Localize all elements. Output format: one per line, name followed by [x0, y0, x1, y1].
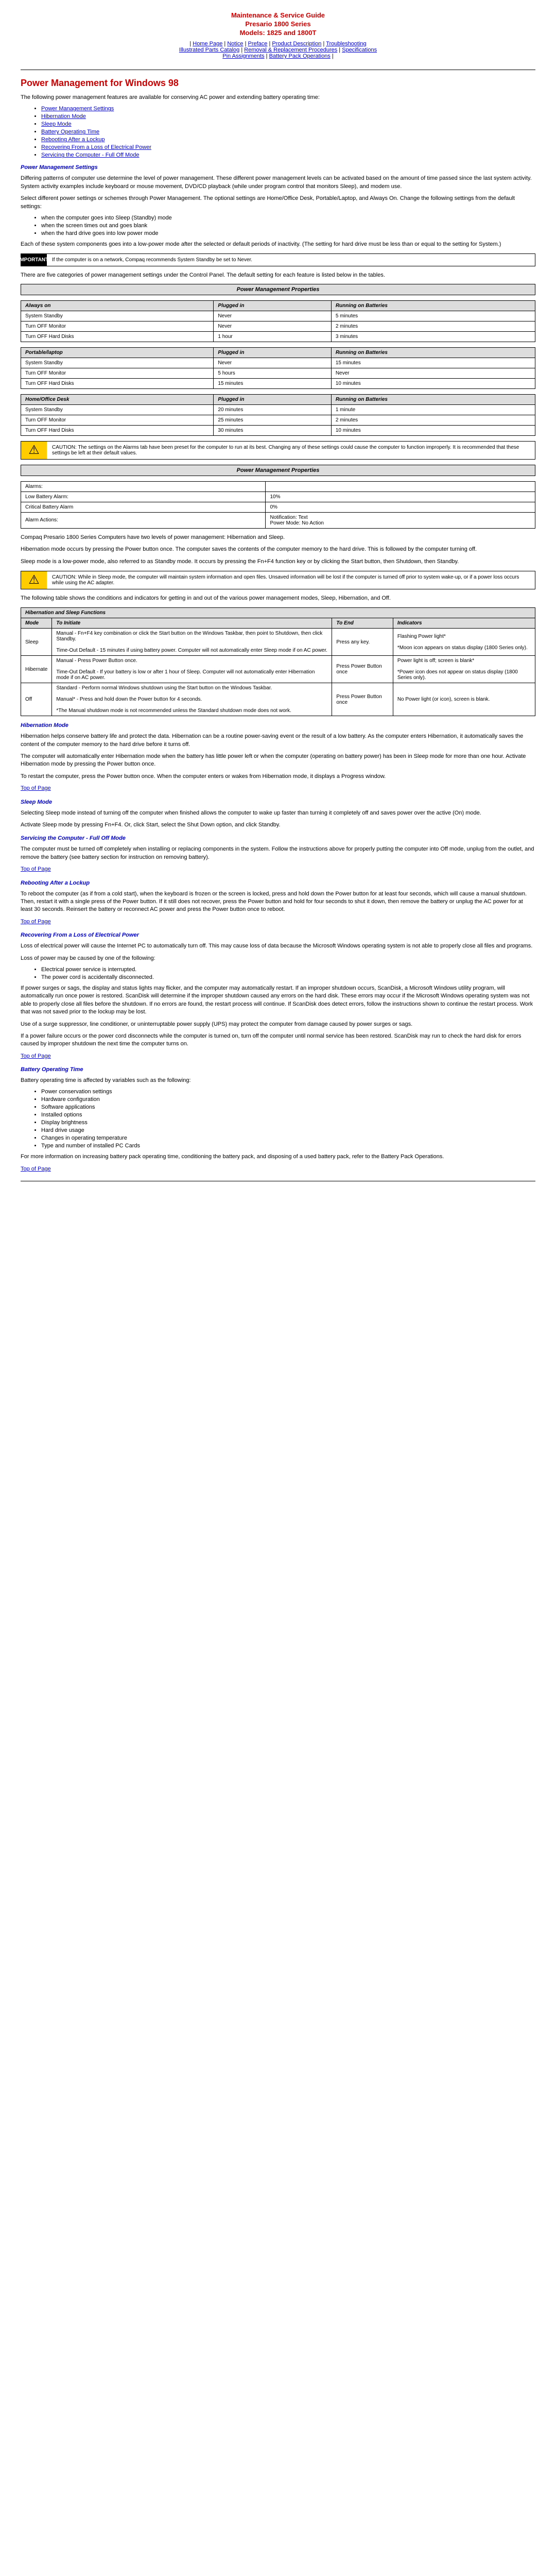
- loss-b1: Electrical power service is interrupted.: [41, 967, 535, 973]
- reboot-heading: Rebooting After a Lockup: [21, 880, 535, 886]
- serv-p1: The computer must be turned off complete…: [21, 845, 535, 861]
- top-link-5[interactable]: Top of Page: [21, 1166, 51, 1172]
- pms-p8: The following table shows the conditions…: [21, 595, 535, 602]
- pms-heading: Power Management Settings: [21, 164, 535, 171]
- top-link-2[interactable]: Top of Page: [21, 866, 51, 872]
- bat-p2: For more information on increasing batte…: [21, 1153, 535, 1161]
- loss-heading: Recovering From a Loss of Electrical Pow…: [21, 932, 535, 938]
- intro-text: The following power management features …: [21, 94, 535, 101]
- pms-p1: Differing patterns of computer use deter…: [21, 175, 535, 191]
- pms-p5: Compaq Presario 1800 Series Computers ha…: [21, 534, 535, 541]
- hib-p2: The computer will automatically enter Hi…: [21, 753, 535, 769]
- nav-pins[interactable]: Pin Assignments: [222, 53, 264, 59]
- pmp-table-3: Home/Office DeskPlugged inRunning on Bat…: [21, 394, 535, 436]
- bat-b8: Type and number of installed PC Cards: [41, 1143, 535, 1149]
- pms-p7: Sleep mode is a low-power mode, also ref…: [21, 558, 535, 566]
- loss-p2: Loss of power may be caused by one of th…: [21, 955, 535, 962]
- serv-heading: Servicing the Computer - Full Off Mode: [21, 835, 535, 841]
- important-text: If the computer is on a network, Compaq …: [47, 254, 535, 266]
- toc-pms[interactable]: Power Management Settings: [41, 106, 114, 112]
- toc-reboot[interactable]: Rebooting After a Lockup: [41, 137, 105, 143]
- caution-box-1: ⚠ CAUTION: The settings on the Alarms ta…: [21, 441, 535, 460]
- nav-parts[interactable]: Illustrated Parts Catalog: [179, 47, 239, 53]
- nav-preface[interactable]: Preface: [248, 41, 268, 47]
- caution-icon: ⚠: [21, 442, 47, 459]
- bat-b6: Hard drive usage: [41, 1127, 535, 1133]
- bat-b5: Display brightness: [41, 1120, 535, 1126]
- page-title: Power Management for Windows 98: [21, 78, 535, 89]
- pms-p2: Select different power settings or schem…: [21, 195, 535, 211]
- hib-heading: Hibernation Mode: [21, 722, 535, 728]
- loss-p3: If power surges or sags, the display and…: [21, 985, 535, 1016]
- top-link-3[interactable]: Top of Page: [21, 919, 51, 925]
- caution-text-2: CAUTION: While in Sleep mode, the comput…: [47, 571, 535, 589]
- nav-battery[interactable]: Battery Pack Operations: [269, 53, 331, 59]
- loss-b2: The power cord is accidentally disconnec…: [41, 974, 535, 980]
- loss-p1: Loss of electrical power will cause the …: [21, 942, 535, 950]
- nav-notice[interactable]: Notice: [227, 41, 243, 47]
- toc-loss[interactable]: Recovering From a Loss of Electrical Pow…: [41, 144, 151, 150]
- toc-serv[interactable]: Servicing the Computer - Full Off Mode: [41, 152, 140, 158]
- header-title-2: Presario 1800 Series: [21, 20, 535, 28]
- hib-sleep-table: Hibernation and Sleep Functions ModeTo I…: [21, 607, 535, 716]
- alarms-table: Alarms: Low Battery Alarm:10% Critical B…: [21, 481, 535, 529]
- sleep-p1: Selecting Sleep mode instead of turning …: [21, 809, 535, 817]
- pmp-table-1: Always onPlugged inRunning on Batteries …: [21, 300, 535, 342]
- nav-home[interactable]: Home Page: [193, 41, 222, 47]
- pmp-table-2: Portable/laptopPlugged inRunning on Batt…: [21, 347, 535, 389]
- nav-trouble[interactable]: Troubleshooting: [326, 41, 366, 47]
- reboot-p1: To reboot the computer (as if from a col…: [21, 890, 535, 914]
- toc-bat[interactable]: Battery Operating Time: [41, 129, 99, 135]
- pmp-title: Power Management Properties: [21, 284, 535, 295]
- pms-p3: Each of these system components goes int…: [21, 241, 535, 248]
- bat-b1: Power conservation settings: [41, 1089, 535, 1095]
- loss-p5: If a power failure occurs or the power c…: [21, 1032, 535, 1048]
- pms-b3: when the hard drive goes into low power …: [41, 230, 535, 236]
- caution-box-2: ⚠ CAUTION: While in Sleep mode, the comp…: [21, 571, 535, 589]
- sleep-p2: Activate Sleep mode by pressing Fn+F4. O…: [21, 821, 535, 829]
- toc-hib[interactable]: Hibernation Mode: [41, 113, 86, 120]
- pms-p4: There are five categories of power manag…: [21, 272, 535, 279]
- bat-b4: Installed options: [41, 1112, 535, 1118]
- nav-specs[interactable]: Specifications: [342, 47, 377, 53]
- header-title-3: Models: 1825 and 1800T: [21, 29, 535, 37]
- nav-links: | Home Page | Notice | Preface | Product…: [21, 41, 535, 59]
- pms-b2: when the screen times out and goes blank: [41, 223, 535, 229]
- pms-b1: when the computer goes into Sleep (Stand…: [41, 215, 535, 221]
- header-title-1: Maintenance & Service Guide: [21, 11, 535, 19]
- nav-product[interactable]: Product Description: [272, 41, 321, 47]
- top-link-1[interactable]: Top of Page: [21, 785, 51, 791]
- bat-p1: Battery operating time is affected by va…: [21, 1077, 535, 1084]
- bat-b3: Software applications: [41, 1104, 535, 1110]
- bat-heading: Battery Operating Time: [21, 1066, 535, 1073]
- toc-list: Power Management Settings Hibernation Mo…: [41, 106, 535, 158]
- caution-text-1: CAUTION: The settings on the Alarms tab …: [47, 442, 535, 459]
- toc-sleep[interactable]: Sleep Mode: [41, 121, 72, 127]
- bat-b2: Hardware configuration: [41, 1096, 535, 1103]
- sleep-heading: Sleep Mode: [21, 799, 535, 805]
- important-icon: IMPORTANT:: [21, 254, 47, 266]
- bat-b7: Changes in operating temperature: [41, 1135, 535, 1141]
- hib-p3: To restart the computer, press the Power…: [21, 773, 535, 781]
- hib-p1: Hibernation helps conserve battery life …: [21, 733, 535, 749]
- important-box: IMPORTANT: If the computer is on a netwo…: [21, 253, 535, 266]
- nav-removal[interactable]: Removal & Replacement Procedures: [244, 47, 337, 53]
- loss-p4: Use of a surge suppressor, line conditio…: [21, 1021, 535, 1028]
- caution-icon-2: ⚠: [21, 571, 47, 589]
- top-link-4[interactable]: Top of Page: [21, 1053, 51, 1059]
- alarms-title: Power Management Properties: [21, 465, 535, 476]
- pms-p6: Hibernation mode occurs by pressing the …: [21, 546, 535, 553]
